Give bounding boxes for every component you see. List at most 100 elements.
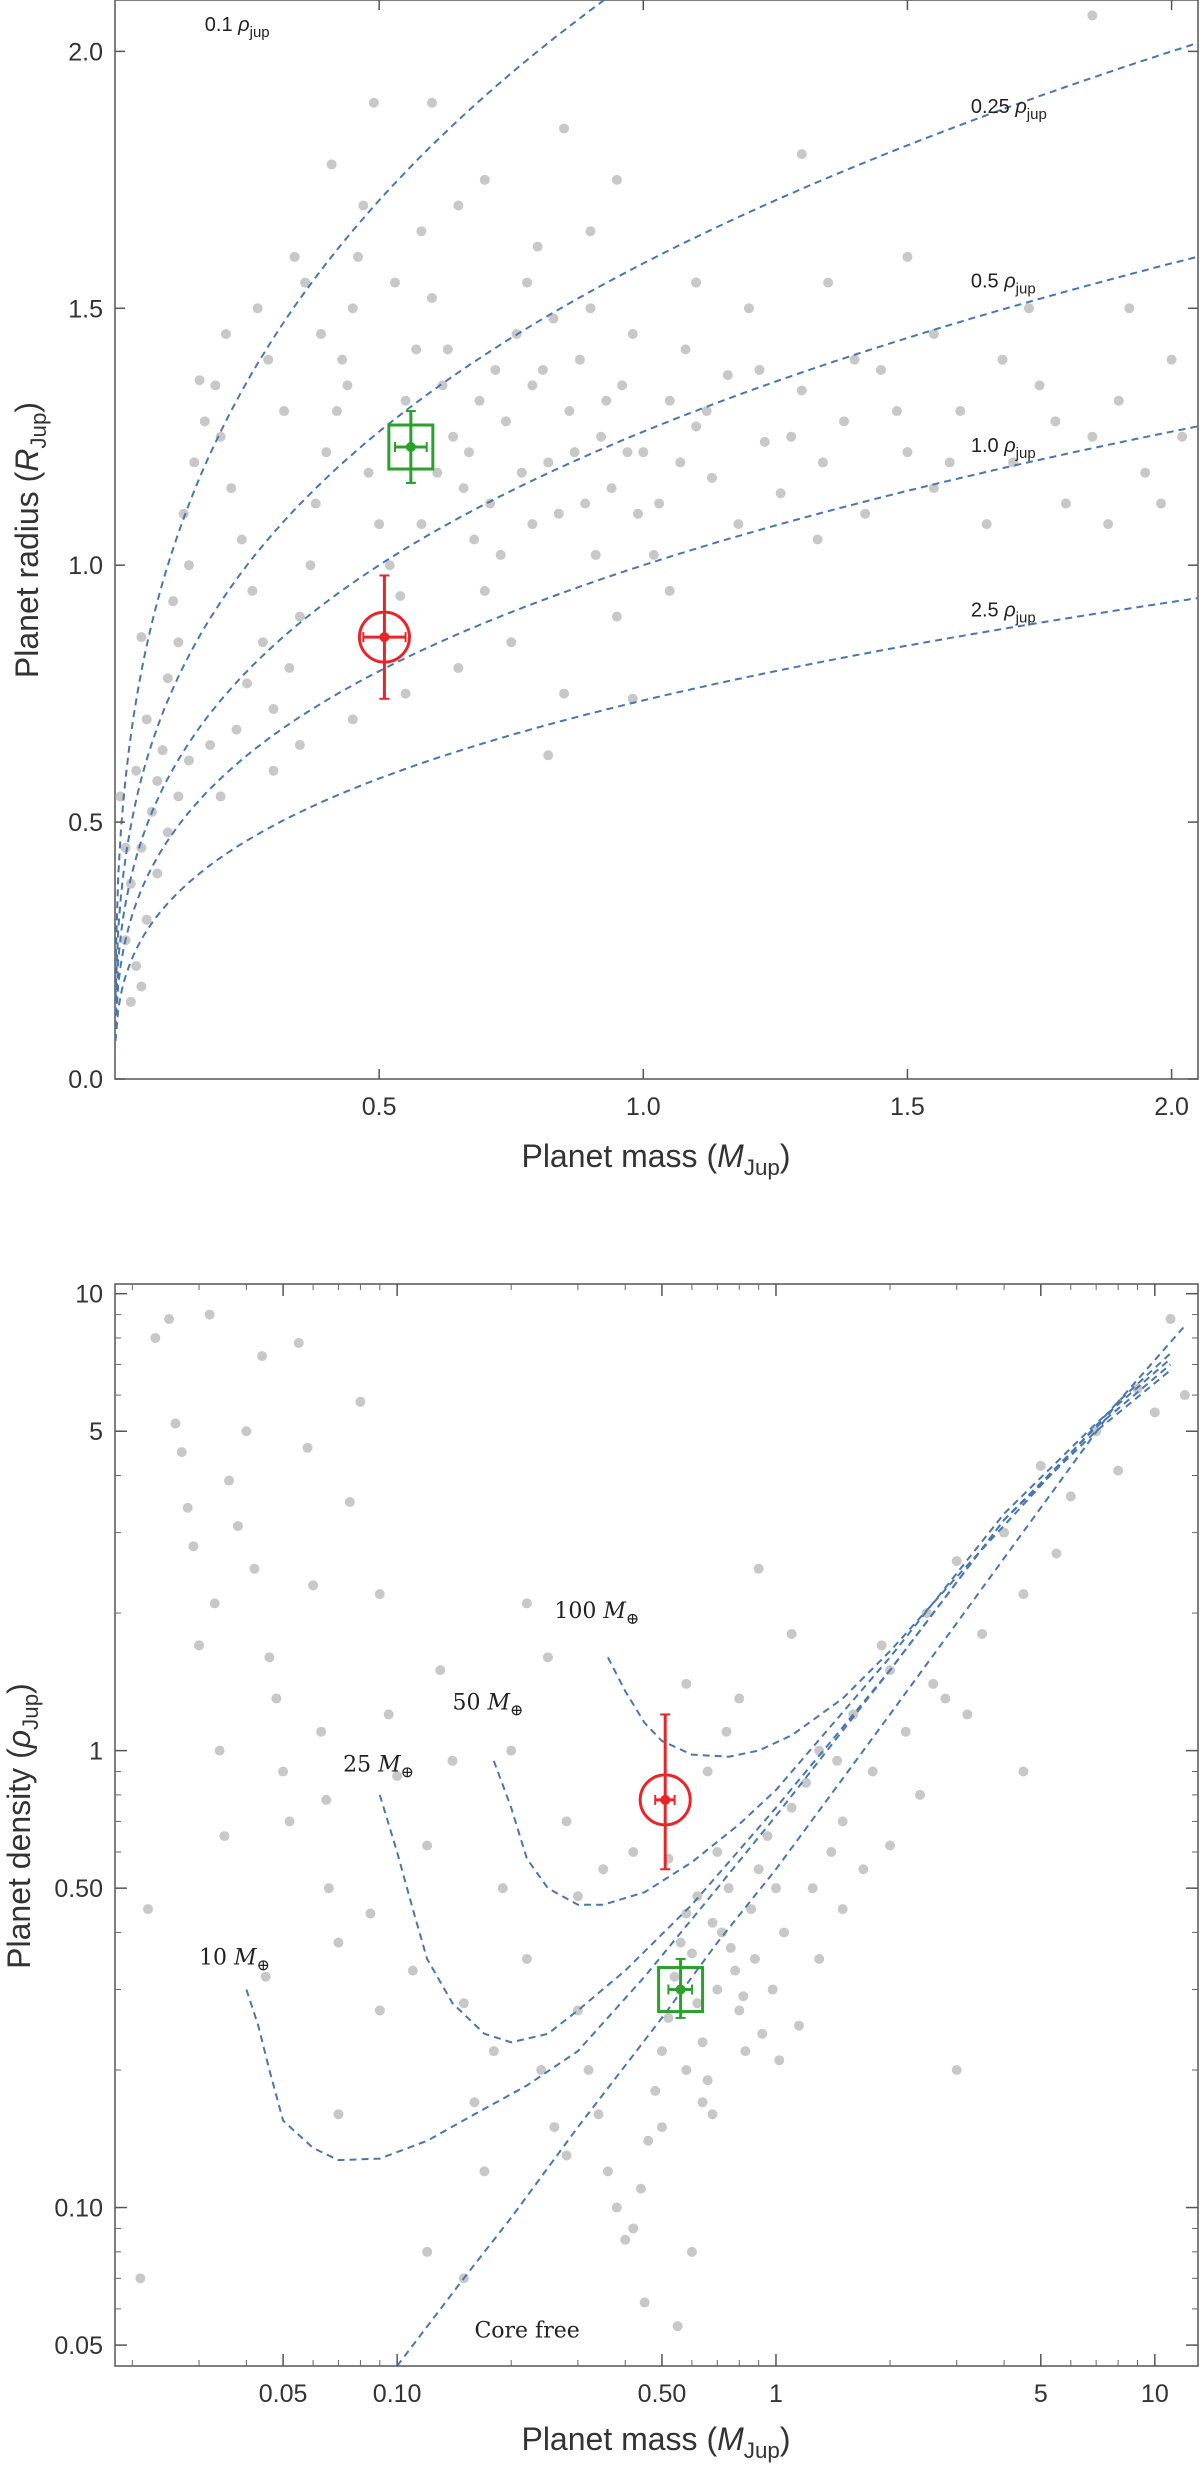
population-point: [691, 421, 702, 432]
population-point: [650, 2085, 661, 2096]
population-point: [300, 277, 311, 288]
plot2-highlight-planets: [638, 1713, 705, 2019]
population-point: [278, 1766, 289, 1777]
population-point: [759, 436, 770, 447]
population-point: [559, 688, 570, 699]
population-point: [1034, 380, 1045, 391]
population-point: [786, 431, 797, 442]
population-point: [638, 447, 649, 458]
population-point: [215, 791, 226, 802]
population-point: [627, 693, 638, 704]
population-point: [527, 380, 538, 391]
population-point: [326, 159, 337, 170]
population-point: [344, 1497, 355, 1508]
population-point: [1124, 303, 1135, 314]
population-point: [231, 724, 242, 735]
population-point: [706, 472, 717, 483]
x-tick-label: 1: [769, 2380, 783, 2408]
population-point: [337, 354, 348, 365]
population-point: [447, 1755, 458, 1766]
y-tick-label: 0.05: [54, 2332, 103, 2360]
population-point: [383, 1709, 394, 1720]
population-point: [542, 1652, 553, 1663]
population-point: [721, 1726, 732, 1737]
population-point: [664, 395, 675, 406]
density-curve: [114, 41, 1199, 998]
population-point: [1179, 1390, 1190, 1401]
population-point: [1103, 519, 1114, 530]
population-point: [342, 380, 353, 391]
population-point: [310, 498, 321, 509]
population-point: [1050, 416, 1061, 427]
population-point: [232, 1521, 243, 1532]
population-point: [753, 1563, 764, 1574]
population-point: [814, 1953, 825, 1964]
population-point: [136, 632, 147, 643]
population-point: [928, 483, 939, 494]
population-point: [182, 1502, 193, 1513]
plot2-x-axis-label: Planet mass (MJup): [521, 2421, 790, 2463]
population-point: [125, 996, 136, 1007]
population-point: [194, 1640, 205, 1651]
population-point: [522, 277, 533, 288]
population-point: [1165, 1314, 1176, 1325]
population-point: [675, 457, 686, 468]
population-point: [654, 498, 665, 509]
planet-b-marker: [638, 1713, 692, 1871]
population-point: [437, 380, 448, 391]
population-point: [479, 2166, 490, 2177]
population-point: [374, 1589, 385, 1600]
population-point: [656, 2122, 667, 2133]
population-point: [574, 354, 585, 365]
population-point: [252, 303, 263, 314]
population-point: [264, 1652, 275, 1663]
density-curve-label: 0.1 ρjup: [205, 14, 270, 41]
population-point: [479, 585, 490, 596]
population-point: [426, 293, 437, 304]
population-point: [849, 354, 860, 365]
population-point: [279, 406, 290, 417]
model-curve: [396, 1325, 1186, 2367]
y-tick-label: 0.0: [68, 1066, 103, 1094]
y-tick-label: 1.5: [68, 295, 103, 323]
population-point: [199, 416, 210, 427]
population-point: [858, 1864, 869, 1875]
population-point: [902, 251, 913, 262]
population-point: [422, 2246, 433, 2257]
population-point: [648, 549, 659, 560]
model-curve: [378, 1363, 1172, 2044]
x-tick-label: 5: [1034, 2380, 1048, 2408]
population-point: [474, 395, 485, 406]
density-mass-panel: 10 M⊕25 M⊕50 M⊕100 M⊕Core free 0.05 0.10 0…: [1, 1281, 1199, 2463]
population-point: [141, 714, 152, 725]
population-point: [628, 2223, 639, 2234]
population-point: [543, 750, 554, 761]
population-point: [358, 200, 369, 211]
population-point: [723, 1883, 734, 1894]
population-point: [458, 1998, 469, 2009]
population-point: [585, 303, 596, 314]
population-point: [656, 2046, 667, 2057]
population-point: [1113, 1465, 1124, 1476]
population-point: [580, 498, 591, 509]
population-point: [333, 1937, 344, 1948]
population-point: [432, 467, 443, 478]
density-curve-label: 0.5 ρjup: [971, 271, 1036, 298]
y-tick-label: 0.5: [68, 809, 103, 837]
population-point: [1166, 354, 1177, 365]
population-point: [602, 2166, 613, 2177]
population-point: [740, 2046, 751, 2057]
population-point: [730, 1965, 741, 1976]
population-point: [590, 549, 601, 560]
population-point: [219, 1831, 230, 1842]
population-point: [876, 1640, 887, 1651]
population-point: [162, 827, 173, 838]
population-point: [775, 488, 786, 499]
population-point: [210, 380, 221, 391]
population-point: [692, 1998, 703, 2009]
population-point: [702, 1766, 713, 1777]
population-point: [753, 1864, 764, 1875]
population-point: [479, 174, 490, 185]
population-point: [521, 1598, 532, 1609]
plot1-y-axis-label: Planet radius (RJup): [9, 402, 51, 678]
